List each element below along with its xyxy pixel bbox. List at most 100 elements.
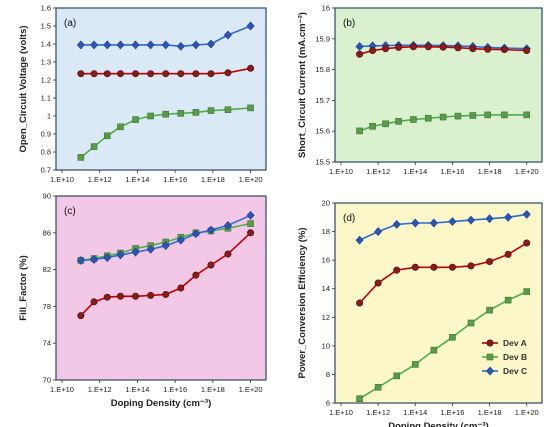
data-point — [207, 107, 215, 114]
y-tick-label: 18 — [322, 227, 330, 236]
y-tick-label: 15.7 — [315, 96, 330, 105]
y-tick-label: 1.3 — [41, 58, 51, 67]
data-point — [374, 279, 382, 287]
y-tick-label: 0.8 — [41, 148, 51, 157]
y-tick-label: 1.5 — [41, 22, 51, 31]
data-point — [77, 154, 85, 161]
data-point — [467, 319, 475, 327]
data-point — [116, 70, 124, 78]
data-point — [90, 298, 98, 306]
data-point — [224, 69, 232, 77]
data-point — [430, 263, 438, 271]
data-point — [469, 112, 477, 119]
data-point — [356, 395, 363, 403]
x-tick-label: 1.E+20 — [515, 167, 539, 176]
data-point — [162, 290, 170, 298]
series-dev-a — [77, 229, 255, 320]
data-point — [382, 45, 390, 53]
panel-d: 6 8 10 12 14 16 18 20 1.E+10 1.E+12 1.E+14 1.E+16 1.… — [297, 199, 543, 427]
data-point — [393, 266, 401, 274]
panel-label: (b) — [343, 18, 355, 29]
panel-a: 0.7 0.8 0.9 1 1.1 1.2 1.3 1.4 1.5 1.6 1.E+10 1.E+12… — [18, 4, 267, 184]
y-tick-label: 0.7 — [41, 166, 51, 175]
data-point — [382, 120, 389, 128]
y-axis-label: Open_Circuit Voltage (volts) — [18, 25, 29, 152]
data-point — [162, 70, 170, 78]
data-point — [369, 47, 377, 55]
x-tick-label: 1.E+18 — [201, 175, 225, 184]
data-point — [369, 122, 376, 130]
x-tick-label: 1.E+16 — [163, 385, 187, 394]
y-tick-label: 0.9 — [41, 130, 51, 139]
data-point — [177, 284, 185, 292]
x-tick-label: 1.E+14 — [125, 175, 149, 184]
data-point — [192, 109, 200, 116]
data-point — [247, 104, 254, 112]
data-point — [393, 372, 401, 380]
x-tick-label: 1.E+12 — [88, 175, 112, 184]
data-point — [207, 70, 215, 78]
data-point — [246, 21, 255, 31]
data-point — [161, 40, 170, 50]
data-point — [192, 70, 200, 78]
x-tick-label: 1.E+16 — [440, 408, 464, 417]
data-point — [500, 46, 508, 54]
data-point — [246, 210, 255, 220]
data-point — [147, 70, 155, 78]
data-point — [411, 218, 420, 228]
data-point — [523, 239, 531, 247]
x-tick-label: 1.E+20 — [239, 385, 263, 394]
data-point — [76, 255, 85, 265]
data-point — [90, 70, 98, 78]
series-dev-a — [77, 64, 255, 78]
x-axis-label: Doping Density (cm⁻³) — [111, 398, 212, 409]
series-dev-b — [77, 104, 254, 161]
data-point — [147, 112, 154, 120]
data-point — [247, 229, 255, 237]
data-point — [522, 209, 531, 219]
data-point — [448, 263, 456, 271]
y-tick-label: 15.6 — [315, 127, 330, 136]
y-tick-label: 10 — [322, 341, 330, 350]
series-dev-a — [356, 239, 531, 307]
data-point — [131, 247, 140, 257]
data-point — [223, 30, 232, 40]
x-tick-label: 1.E+20 — [515, 408, 539, 417]
plot-area — [334, 7, 543, 163]
y-axis-label: Short_Circuit Current (mA.cm⁻²) — [297, 12, 308, 158]
data-point — [501, 111, 508, 119]
y-tick-label: 12 — [322, 313, 330, 322]
x-tick-label: 1.E+10 — [50, 385, 74, 394]
data-point — [410, 116, 417, 123]
y-tick-label: 20 — [322, 199, 330, 208]
series-line — [359, 213, 527, 241]
legend-marker — [486, 353, 494, 361]
x-axis-label: Doping Density (cm⁻³) — [388, 421, 489, 427]
y-tick-label: 1.1 — [41, 94, 51, 103]
data-point — [454, 112, 462, 120]
data-point — [103, 253, 112, 263]
x-tick-label: 1.E+18 — [201, 385, 225, 394]
legend-entry: Dev C — [503, 366, 527, 376]
data-point — [467, 262, 475, 270]
data-point — [523, 288, 531, 295]
legend-entry: Dev A — [503, 338, 527, 348]
data-point — [103, 293, 111, 301]
data-point — [411, 361, 419, 368]
data-point — [395, 118, 402, 125]
y-tick-label: 1.2 — [41, 76, 51, 85]
data-point — [504, 212, 513, 222]
data-point — [147, 291, 155, 299]
data-point — [486, 258, 494, 266]
data-point — [395, 43, 403, 51]
data-point — [207, 261, 215, 269]
data-point — [103, 132, 111, 140]
data-point — [356, 50, 364, 58]
data-point — [504, 250, 512, 258]
data-point — [392, 219, 401, 229]
data-point — [103, 40, 112, 50]
data-point — [76, 40, 85, 50]
y-tick-label: 15.9 — [315, 34, 330, 43]
data-point — [132, 292, 140, 300]
data-point — [177, 110, 185, 117]
